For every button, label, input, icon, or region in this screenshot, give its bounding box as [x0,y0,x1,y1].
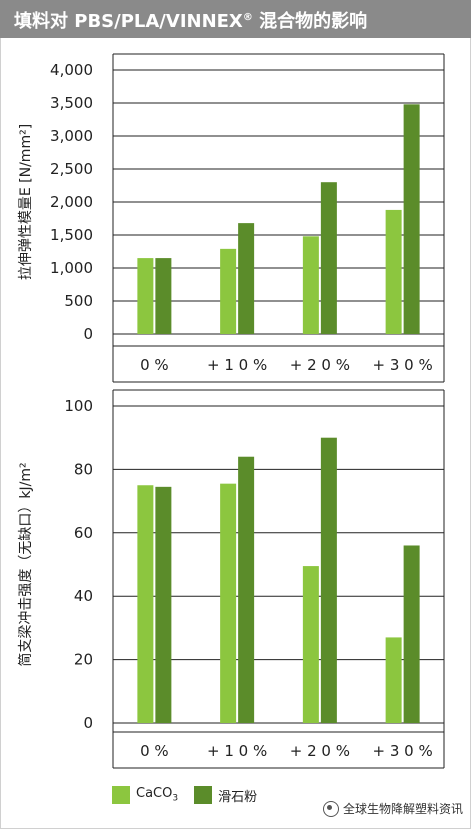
x-category-label: 0 % [140,742,169,760]
bar-talc [320,437,337,723]
y-tick-label: 40 [74,587,93,605]
legend-item-caco3: CaCO3 [112,786,178,804]
y-axis-label: 拉伸弹性模量E [N/mm²] [18,124,34,280]
bar-talc [320,182,337,334]
bar-caco3 [385,209,402,334]
watermark-text: 全球生物降解塑料资讯 [342,802,463,816]
y-axis-label: 简支梁冲击强度（无缺口）kJ/m² [17,462,34,666]
bar-caco3 [302,236,319,334]
watermark: 全球生物降解塑料资讯 [322,800,463,817]
chart-title: 填料对 PBS/PLA/VINNEX® 混合物的影响 [14,11,368,32]
y-tick-label: 4,000 [50,61,93,79]
y-tick-label: 80 [74,460,93,478]
y-tick-label: 60 [74,524,93,542]
bar-caco3 [220,248,237,334]
title-bar: 填料对 PBS/PLA/VINNEX® 混合物的影响 [0,0,471,38]
legend-swatch-caco3 [112,786,130,804]
bar-caco3 [220,483,237,723]
bar-talc [403,104,420,334]
y-tick-label: 20 [74,651,93,669]
legend-label-talc: 滑石粉 [218,789,258,805]
y-tick-label: 1,500 [50,226,93,244]
y-tick-label: 3,500 [50,94,93,112]
x-category-label: 0 % [140,356,169,374]
y-tick-label: 3,000 [50,127,93,145]
bar-caco3 [137,258,154,334]
bar-caco3 [137,485,154,723]
bar-talc [155,486,172,723]
legend: CaCO3 滑石粉 [112,784,273,806]
y-tick-label: 100 [64,397,93,415]
bar-talc [403,545,420,723]
x-category-label: + 1 0 % [207,356,267,374]
wechat-icon [322,800,339,817]
y-tick-label: 1,000 [50,259,93,277]
x-category-label: + 3 0 % [373,356,433,374]
bar-talc [155,258,172,334]
bar-caco3 [385,637,402,723]
x-category-label: + 2 0 % [290,356,350,374]
bar-talc [238,456,255,723]
x-category-label: + 2 0 % [290,742,350,760]
y-tick-label: 0 [83,714,93,732]
y-tick-label: 2,000 [50,193,93,211]
x-category-label: + 1 0 % [207,742,267,760]
tensile-modulus-chart: 0 500 1,000 1,500 2,000 2,500 3,000 3,500 4,000 拉… [18,53,445,383]
x-category-label: + 3 0 % [373,742,433,760]
bar-talc [238,223,255,334]
legend-label-caco3: CaCO3 [136,786,179,804]
bar-caco3 [302,566,319,723]
y-tick-label: 0 [83,325,93,343]
y-tick-label: 500 [64,292,93,310]
impact-strength-chart: 0 20 40 60 80 100 简支梁冲击强度（无缺口）kJ/m² 0 % + 1 0 % +… [17,389,445,769]
legend-swatch-talc [194,786,213,804]
legend-item-talc: 滑石粉 [194,786,257,805]
y-tick-label: 2,500 [50,160,93,178]
